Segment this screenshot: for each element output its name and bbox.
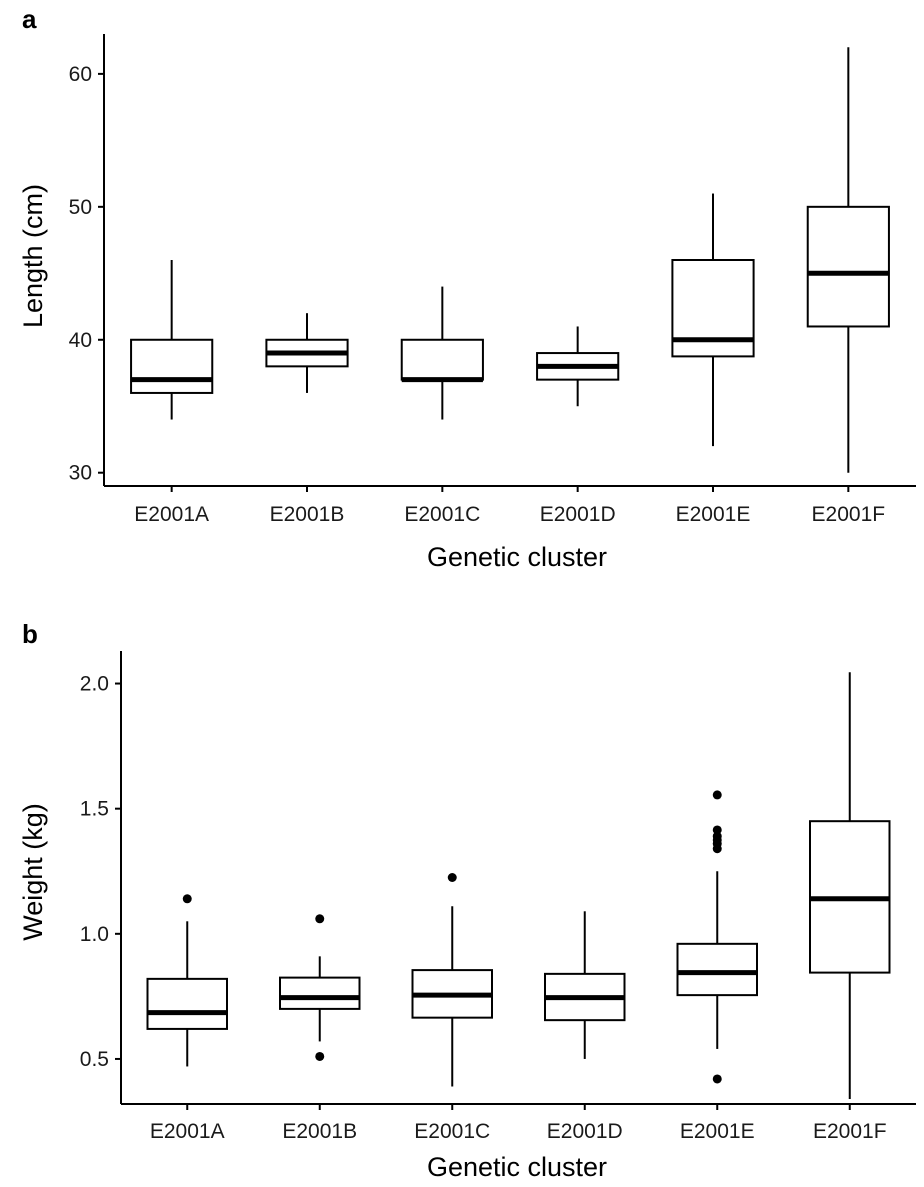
- x-axis-title-b: Genetic cluster: [427, 1152, 607, 1182]
- y-axis-title-a: Length (cm): [18, 184, 48, 328]
- box-E2001B: [279, 914, 361, 1061]
- box-E2001C: [400, 286, 484, 420]
- outlier-point: [712, 831, 722, 841]
- x-tick-label: E2001B: [282, 1120, 357, 1143]
- y-tick-label: 1.0: [80, 923, 109, 946]
- outlier-point: [447, 873, 457, 882]
- x-tick-label: E2001C: [404, 503, 480, 526]
- y-tick-label: 2.0: [80, 673, 109, 696]
- box-E2001D: [544, 911, 626, 1059]
- x-tick-label: E2001B: [270, 503, 345, 526]
- box-E2001A: [130, 260, 214, 420]
- panel-a: a Genetic cluster Length (cm) 30 40 50 60 E2…: [18, 4, 916, 572]
- x-tick-label: E2001F: [812, 503, 886, 526]
- outlier-point: [712, 825, 722, 835]
- box-body: [400, 338, 484, 381]
- x-tick-label: E2001A: [150, 1120, 225, 1143]
- box-body: [279, 976, 361, 1010]
- box-E2001C: [411, 873, 493, 1087]
- panel-b: b Genetic cluster Weight (kg) 0.5 1.0 1.5 2…: [18, 619, 916, 1182]
- x-tick-label: E2001A: [134, 503, 209, 526]
- x-tick-label: E2001D: [547, 1120, 623, 1143]
- panel-label-a: a: [22, 4, 37, 34]
- y-axis-title-b: Weight (kg): [18, 803, 48, 941]
- box-body: [806, 205, 890, 328]
- x-tick-label: E2001F: [813, 1120, 887, 1143]
- y-tick-label: 0.5: [80, 1048, 109, 1071]
- x-tick-label: E2001C: [414, 1120, 490, 1143]
- box-E2001E: [671, 193, 755, 447]
- x-axis-title-a: Genetic cluster: [427, 542, 607, 572]
- outlier-point: [315, 914, 325, 924]
- y-tick-label: 60: [69, 63, 92, 86]
- box-E2001D: [536, 326, 620, 407]
- outlier-point: [712, 790, 722, 800]
- outlier-point: [182, 894, 192, 904]
- box-body: [676, 942, 758, 997]
- panel-label-b: b: [22, 619, 38, 649]
- outlier-point: [712, 1074, 722, 1084]
- box-E2001F: [809, 672, 891, 1099]
- box-E2001E: [676, 790, 758, 1084]
- y-tick-label: 40: [69, 329, 92, 352]
- box-E2001A: [146, 894, 228, 1067]
- box-E2001B: [265, 313, 349, 393]
- x-tick-label: E2001E: [676, 503, 751, 526]
- outlier-point: [315, 1051, 325, 1061]
- box-E2001F: [806, 47, 890, 473]
- box-body: [130, 338, 214, 394]
- x-tick-label: E2001D: [540, 503, 616, 526]
- y-tick-label: 30: [69, 462, 92, 485]
- box-body: [146, 977, 228, 1030]
- y-tick-label: 1.5: [80, 798, 109, 821]
- x-tick-label: E2001E: [680, 1120, 755, 1143]
- y-tick-label: 50: [69, 196, 92, 219]
